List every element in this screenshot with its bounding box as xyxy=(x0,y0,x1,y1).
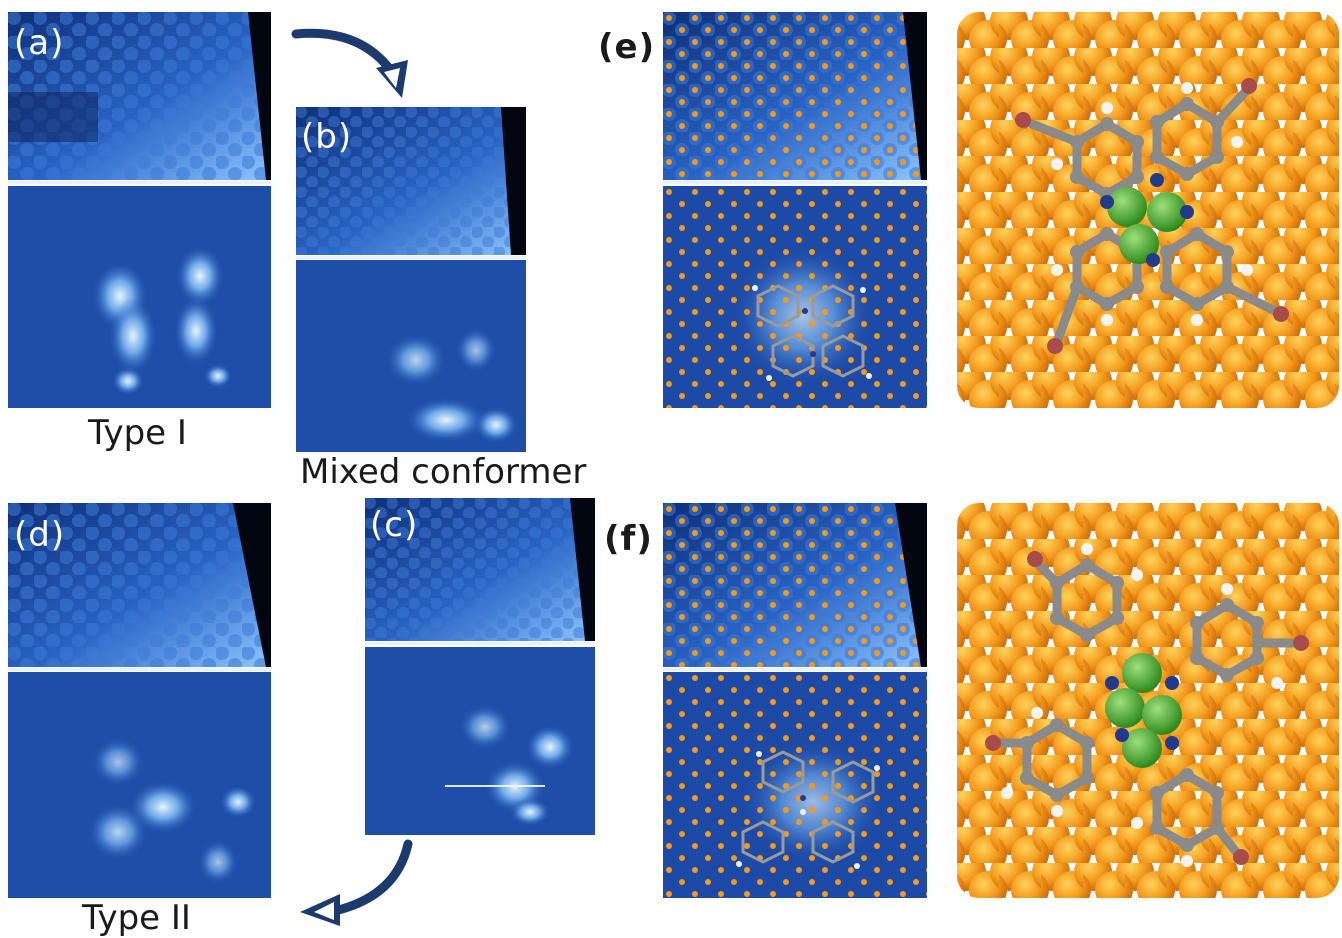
panel-b-top xyxy=(296,107,526,255)
panel-label-b: (b) xyxy=(301,117,353,157)
stm-image-d-molecule xyxy=(8,672,271,898)
arrow-a-to-b-icon xyxy=(291,28,408,98)
panel-label-c: (c) xyxy=(370,505,419,545)
stm-image-e-molecule-overlay xyxy=(663,186,927,408)
panel-label-a: (a) xyxy=(14,23,65,63)
panel-f-bottom xyxy=(663,672,927,898)
ball-stick-model-f xyxy=(957,503,1339,898)
stm-image-b-molecule xyxy=(296,260,526,452)
stm-image-c-molecule xyxy=(365,647,595,835)
stm-image-a-substrate xyxy=(8,12,271,180)
arrow-c-to-d-icon xyxy=(300,839,413,926)
panel-a-top xyxy=(8,12,271,180)
panel-c-top xyxy=(365,498,595,641)
ball-stick-model-e xyxy=(957,12,1339,408)
stm-image-a-molecule xyxy=(8,186,271,408)
panel-e-bottom xyxy=(663,186,927,408)
caption-mixed-conformer: Mixed conformer xyxy=(300,452,587,492)
panel-a-bottom xyxy=(8,186,271,408)
caption-type-one: Type I xyxy=(88,413,187,453)
panel-label-d: (d) xyxy=(14,515,66,555)
panel-c-bottom xyxy=(365,647,595,835)
stm-image-b-substrate xyxy=(296,107,526,255)
image-divider xyxy=(296,256,526,259)
image-divider xyxy=(663,668,927,671)
panel-d-bottom xyxy=(8,672,271,898)
panel-f-top xyxy=(663,503,927,667)
panel-e-top xyxy=(663,12,927,180)
panel-f-model xyxy=(957,503,1339,898)
panel-b-bottom xyxy=(296,260,526,452)
stm-image-f-substrate-overlay xyxy=(663,503,927,667)
stm-image-c-substrate xyxy=(365,498,595,641)
caption-type-two: Type II xyxy=(82,898,191,938)
image-divider xyxy=(663,181,927,184)
stm-image-f-molecule-overlay xyxy=(663,672,927,898)
stm-image-d-substrate xyxy=(8,503,271,667)
panel-d-top xyxy=(8,503,271,667)
image-divider xyxy=(8,181,271,184)
image-divider xyxy=(365,642,595,645)
stm-image-e-substrate-overlay xyxy=(663,12,927,180)
image-divider xyxy=(8,668,271,671)
panel-label-f: (f) xyxy=(604,519,653,559)
panel-e-model xyxy=(957,12,1339,408)
panel-label-e: (e) xyxy=(598,27,656,67)
